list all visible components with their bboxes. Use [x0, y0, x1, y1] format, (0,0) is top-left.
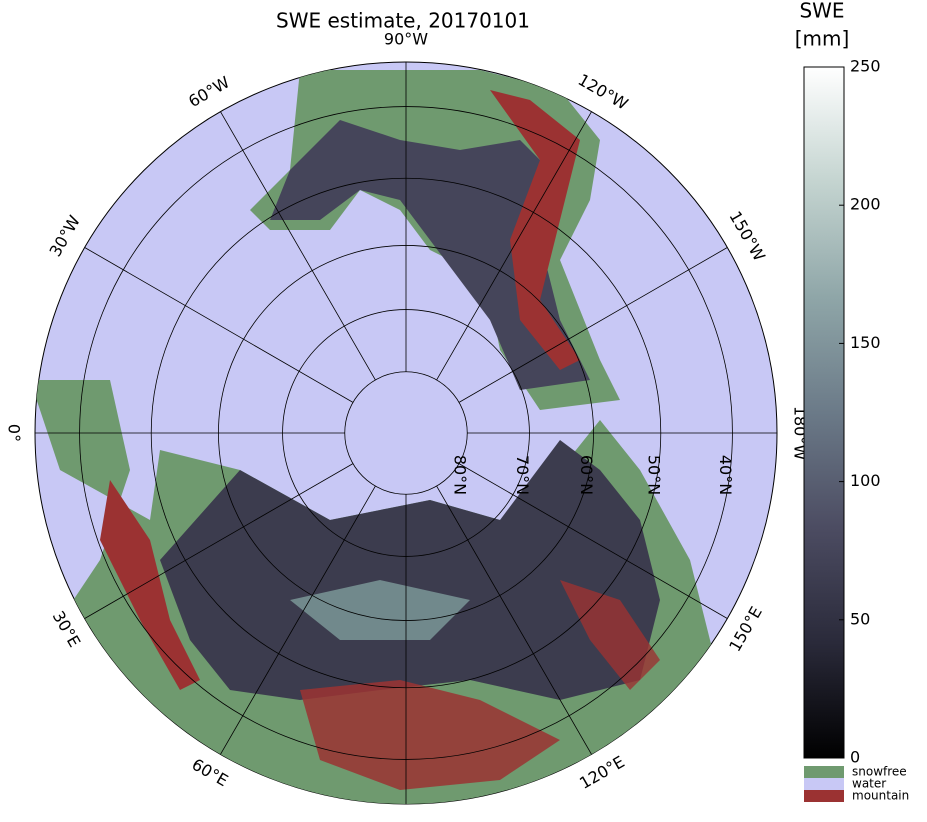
legend-label: snowfree: [852, 765, 907, 779]
legend-swatch: [804, 766, 844, 778]
longitude-label: 0°: [5, 424, 24, 442]
colorbar-tick-label: 50: [850, 609, 870, 628]
mountain-east: [560, 580, 660, 690]
latitude-label: 50°N: [644, 455, 663, 495]
longitude-label: 30°W: [46, 212, 85, 260]
mountain-asia: [300, 680, 560, 790]
meridian: [458, 247, 728, 403]
meridian: [220, 485, 376, 755]
graticule: [35, 62, 777, 804]
colorbar-tick-label: 0: [850, 748, 860, 767]
colorbar-tick-label: 250: [850, 57, 881, 76]
latitude-label: 80°N: [451, 455, 470, 495]
legend-label: water: [852, 777, 886, 791]
legend-swatch: [804, 778, 844, 790]
colorbar: [803, 66, 845, 759]
colorbar-tick-label: 200: [850, 195, 881, 214]
meridian: [436, 485, 592, 755]
colorbar-unit: [mm]: [795, 27, 850, 51]
longitude-label: 30°E: [49, 608, 85, 651]
latitude-label: 40°N: [716, 455, 735, 495]
snow-namerica: [270, 120, 590, 390]
meridian: [436, 111, 592, 381]
legend-label: mountain: [852, 789, 909, 803]
longitude-label: 60°E: [189, 755, 232, 791]
longitude-label: 90°W: [384, 30, 428, 49]
latitude-label: 60°N: [577, 455, 596, 495]
colorbar-tick-label: 150: [850, 333, 881, 352]
legend-swatch: [804, 790, 844, 802]
colorbar-tick-label: 100: [850, 471, 881, 490]
meridian: [458, 463, 728, 619]
latitude-label: 70°N: [513, 455, 532, 495]
colorbar-title: SWE: [799, 0, 844, 23]
title: SWE estimate, 20170101: [276, 9, 530, 33]
snow-eurasia: [160, 440, 660, 700]
meridian: [84, 463, 354, 619]
mountain-europe: [100, 480, 200, 690]
meridian: [220, 111, 376, 381]
meridian: [84, 247, 354, 403]
mountain-rockies: [490, 90, 580, 370]
longitude-label: 60°W: [185, 72, 233, 111]
land: [35, 70, 720, 804]
snow-deep: [290, 580, 470, 640]
